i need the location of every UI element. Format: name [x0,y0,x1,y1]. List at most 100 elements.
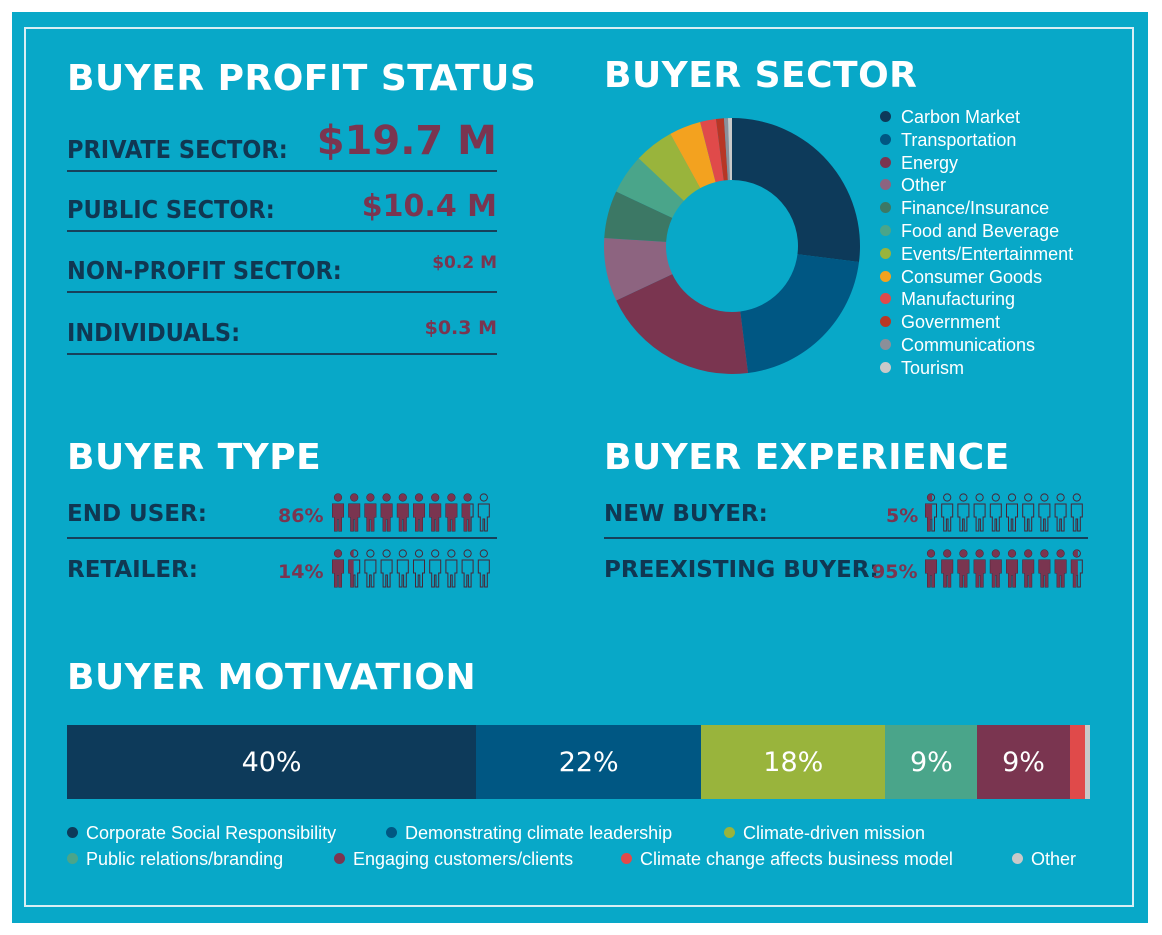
person-icons-filled [925,549,1078,587]
motivation-legend-item: Climate change affects business model [621,849,953,870]
donut-slice-transportation [740,254,859,373]
person-icon [348,549,354,587]
person-icon-outline [364,549,377,588]
sector-donut-chart [604,118,860,375]
legend-label: Food and Beverage [901,221,1060,241]
sector-title: BUYER SECTOR [604,55,918,96]
people-pictogram [332,493,490,532]
profit-value: $0.3 M [424,317,497,339]
legend-swatch [880,247,891,259]
motivation-bar-segment [1084,725,1090,799]
donut-slice-finance-insurance [604,191,673,242]
person-icon-outline [1022,493,1035,532]
person-icon [1071,549,1078,587]
person-icon [1022,549,1034,587]
motivation-bar-segment: 22% [476,725,702,799]
legend-swatch [1012,853,1023,864]
person-icon-outline [957,493,970,532]
motivation-legend-item: Public relations/branding [67,849,283,870]
people-pictogram [925,549,1083,588]
profit-row-individuals: INDIVIDUALS: $0.3 M [67,293,497,355]
person-icon [941,549,953,587]
profit-value: $10.4 M [361,189,497,224]
legend-label: Public relations/branding [86,849,284,869]
sector-legend-item: Transportation [880,130,1016,151]
person-icon [348,493,360,531]
motivation-title: BUYER MOTIVATION [67,657,477,698]
legend-swatch [880,316,891,328]
profit-row-public: PUBLIC SECTOR: $10.4 M [67,172,497,232]
legend-label: Communications [901,335,1036,355]
legend-swatch [67,853,78,864]
person-icon-outline [396,549,409,588]
profit-label: PRIVATE SECTOR: [67,135,288,164]
profit-row-private: PRIVATE SECTOR: $19.7 M [67,110,497,172]
sector-legend-item: Other [880,175,946,196]
legend-label: Transportation [901,129,1017,150]
person-icon [445,493,457,531]
donut-slice-government [715,118,728,181]
donut-slice-consumer-goods [670,122,716,189]
legend-swatch [880,133,891,145]
donut-slice-tourism [727,118,732,181]
legend-swatch [724,827,735,838]
legend-swatch [334,853,345,864]
sector-legend-item: Manufacturing [880,289,1015,310]
legend-label: Events/Entertainment [901,243,1074,264]
legend-label: Consumer Goods [901,266,1043,287]
person-icon-outline [1006,493,1018,532]
profit-value: $19.7 M [316,118,497,164]
experience-title: BUYER EXPERIENCE [604,437,1010,478]
person-icon-outline [477,493,490,532]
legend-label: Demonstrating climate leadership [405,823,673,843]
experience-label: NEW BUYER: [604,501,768,527]
legend-label: Government [901,312,1001,333]
motivation-legend-item: Other [1012,849,1076,870]
legend-label: Corporate Social Responsibility [86,823,337,843]
donut-slice-other [604,237,673,301]
legend-swatch [880,293,891,305]
sector-legend-item: Consumer Goods [880,267,1042,288]
sector-legend-item: Food and Beverage [880,221,1059,242]
person-icon [1038,549,1050,587]
person-icon [332,493,344,531]
motivation-bar-label: 40% [241,746,302,778]
experience-pct: 95% [872,561,918,583]
experience-row-new: NEW BUYER: 5% [604,493,1088,539]
donut-slice-events-entertainment [638,133,701,201]
profit-label: PUBLIC SECTOR: [67,195,275,224]
legend-label: Climate change affects business model [640,849,953,869]
legend-label: Climate-driven mission [743,823,926,843]
donut-slice-carbon-market [732,118,860,263]
profit-row-nonprofit: NON-PROFIT SECTOR: $0.2 M [67,232,497,293]
buyer-type-title: BUYER TYPE [67,437,322,478]
experience-pct: 5% [886,505,919,527]
person-icon-outline [380,549,393,588]
motivation-bar-label: 9% [1002,746,1045,778]
person-icon [925,493,933,531]
legend-swatch [621,853,632,864]
legend-swatch [880,339,891,350]
person-icon [413,493,425,531]
sector-legend-item: Communications [880,335,1035,356]
person-icon-outline [1038,493,1051,532]
donut-slice-communications [723,118,730,181]
motivation-bar-label: 18% [763,746,824,778]
person-icon [397,493,409,531]
buyer-type-pct: 86% [278,505,324,527]
sector-legend-item: Events/Entertainment [880,244,1073,265]
legend-swatch [880,111,891,122]
buyer-type-pct: 14% [278,561,324,583]
person-icon [364,493,376,531]
person-icons-filled [925,493,933,531]
person-icon [974,549,986,587]
person-icons-filled [332,493,471,531]
legend-label: Engaging customers/clients [353,849,574,869]
legend-swatch [880,156,891,168]
motivation-legend-item: Climate-driven mission [724,823,925,844]
profit-title: BUYER PROFIT STATUS [67,58,537,99]
person-icon [429,493,441,531]
legend-swatch [880,361,891,373]
person-icon-outline [413,549,425,588]
experience-label: PREEXISTING BUYER: [604,557,879,583]
